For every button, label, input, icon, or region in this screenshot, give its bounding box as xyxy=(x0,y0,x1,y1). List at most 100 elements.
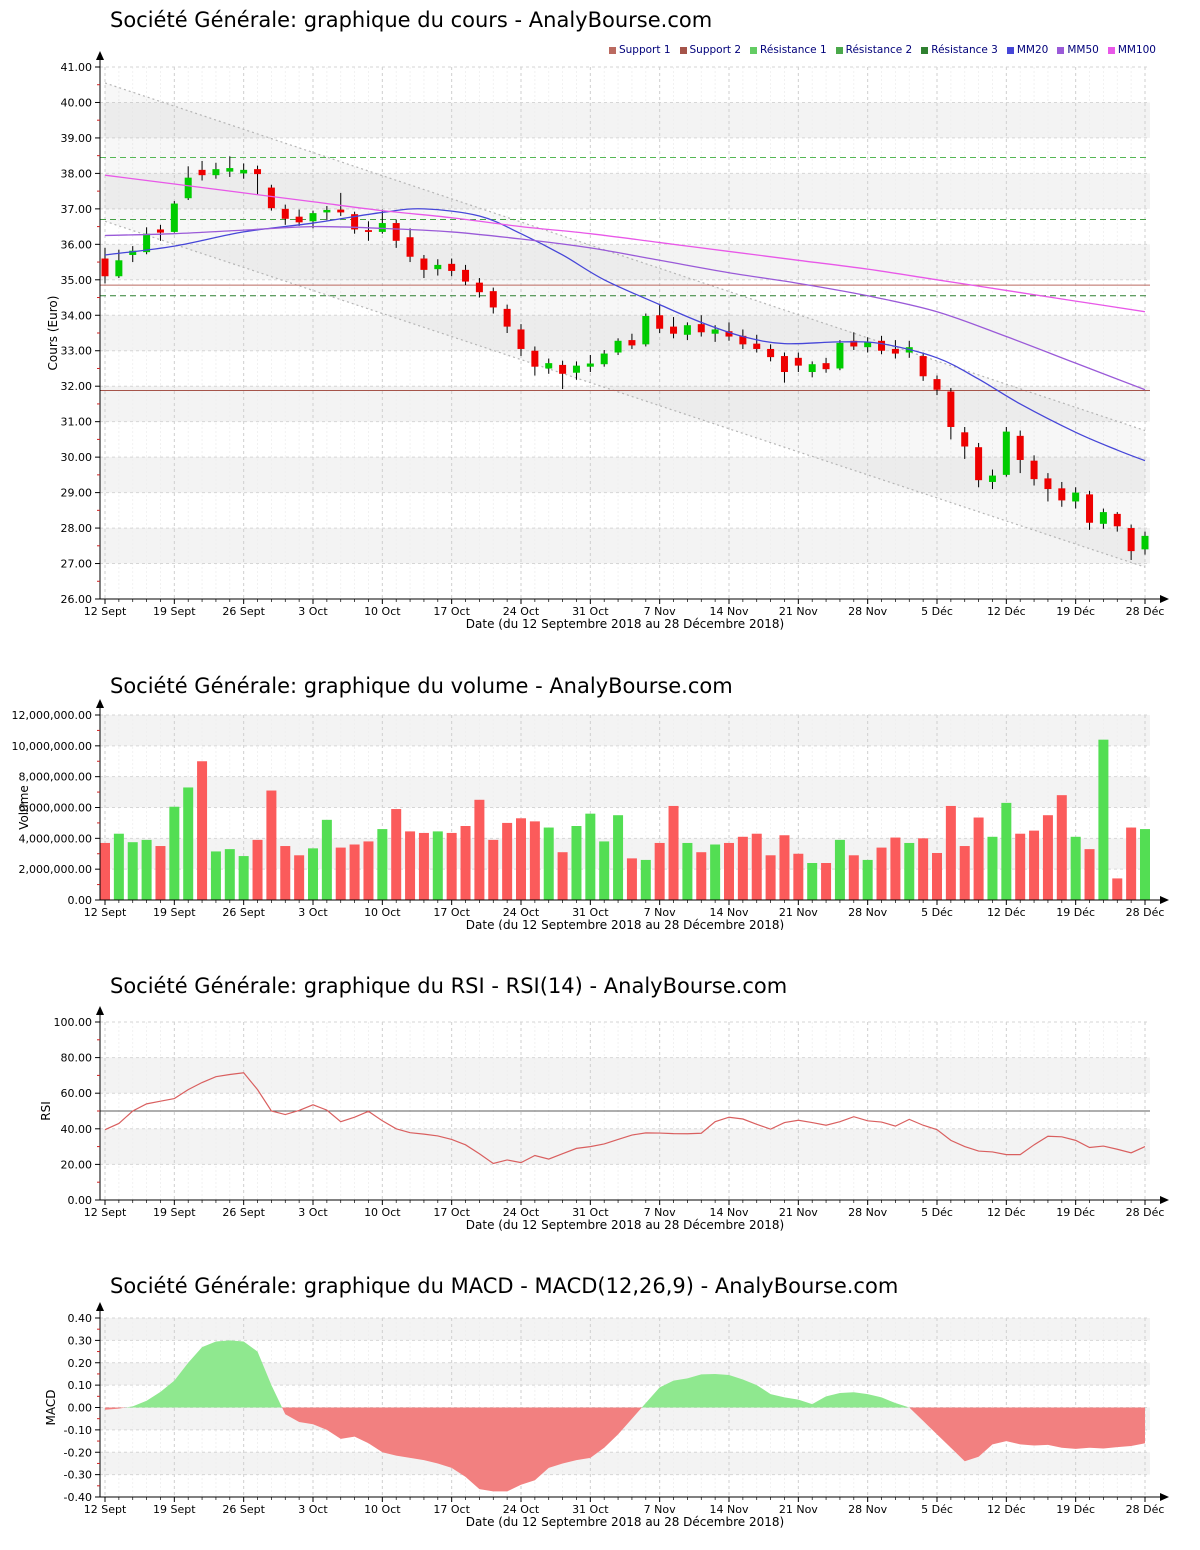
candle-body xyxy=(1030,460,1038,480)
y-tick-label: 0.20 xyxy=(68,1357,93,1370)
volume-chart-title: Société Générale: graphique du volume - … xyxy=(110,674,733,698)
x-tick-label: 12 Sept xyxy=(84,906,127,919)
candle-body xyxy=(1058,488,1066,501)
candle-body xyxy=(961,432,969,447)
x-tick-label: 14 Nov xyxy=(710,1503,749,1516)
y-tick-label: 8,000,000.00 xyxy=(19,771,92,784)
volume-bar xyxy=(654,842,665,900)
macd-chart: -0.40 -0.30 -0.20 -0.10 0.00 0.10 0.20 0.30 0.40… xyxy=(44,1302,1169,1529)
volume-bar xyxy=(183,787,194,900)
y-tick-label: 38.00 xyxy=(61,167,93,180)
candle-body xyxy=(545,363,553,369)
volume-bar xyxy=(959,846,970,900)
y-tick-label: 0.40 xyxy=(68,1312,93,1325)
volume-bar xyxy=(266,790,277,900)
candle-body xyxy=(1044,478,1052,490)
volume-bar xyxy=(529,821,540,900)
x-tick-label: 3 Oct xyxy=(298,1503,328,1516)
volume-bar xyxy=(571,826,582,900)
x-tick-label: 24 Oct xyxy=(503,1503,540,1516)
volume-bar xyxy=(890,837,901,900)
x-tick-label: 28 Nov xyxy=(848,906,887,919)
candle-body xyxy=(337,209,345,213)
candle-body xyxy=(947,391,955,427)
x-tick-label: 26 Sept xyxy=(222,1206,265,1219)
candle-body xyxy=(531,350,539,367)
x-tick-label: 12 Déc xyxy=(987,906,1026,919)
volume-bar xyxy=(640,859,651,900)
candle-body xyxy=(1086,494,1094,523)
volume-bar xyxy=(945,805,956,900)
macd-area-positive xyxy=(125,1340,283,1408)
plot-stripe xyxy=(100,173,1150,209)
candle-body xyxy=(240,169,248,174)
x-axis-arrow xyxy=(1160,896,1169,904)
volume-bar xyxy=(349,844,360,900)
x-tick-label: 14 Nov xyxy=(710,1206,749,1219)
y-tick-label: 39.00 xyxy=(61,132,93,145)
candle-body xyxy=(267,187,275,209)
volume-bar xyxy=(876,847,887,900)
x-tick-label: 19 Sept xyxy=(153,906,196,919)
legend-item-résistance-2: Résistance 2 xyxy=(835,44,912,56)
candle-body xyxy=(670,326,678,334)
legend-label: MM50 xyxy=(1067,44,1099,56)
x-tick-label: 17 Oct xyxy=(433,906,470,919)
x-tick-label: 28 Déc xyxy=(1126,1206,1165,1219)
legend-item-support-1: Support 1 xyxy=(608,44,671,56)
candle-body xyxy=(711,329,719,334)
volume-bar xyxy=(682,842,693,900)
x-tick-label: 12 Déc xyxy=(987,605,1026,618)
y-tick-label: -0.20 xyxy=(64,1446,92,1459)
plot-stripe xyxy=(100,102,1150,138)
volume-bar xyxy=(696,852,707,900)
volume-bar xyxy=(502,822,513,900)
candle-body xyxy=(448,263,456,271)
volume-bar xyxy=(197,761,208,900)
candle-body xyxy=(739,335,747,345)
y-tick-label: 80.00 xyxy=(61,1052,93,1065)
volume-bar xyxy=(904,842,915,900)
plot-stripe xyxy=(100,1318,1150,1341)
y-tick-label: 31.00 xyxy=(61,416,93,429)
plot-stripe xyxy=(100,244,1150,280)
candle-body xyxy=(850,340,858,347)
macd-area-positive xyxy=(641,1373,910,1408)
candle-body xyxy=(254,169,262,175)
candle-body xyxy=(780,356,788,373)
candle-body xyxy=(129,250,137,255)
volume-bar xyxy=(1029,830,1040,900)
cours-chart-legend: Support 1 Support 2 Résistance 1 Résistance… xyxy=(608,44,1156,56)
candle-body xyxy=(891,348,899,354)
legend-label: Résistance 1 xyxy=(760,44,827,56)
y-tick-label: 2,000,000.00 xyxy=(19,863,92,876)
candle-body xyxy=(683,325,691,335)
volume-bar xyxy=(1140,829,1150,900)
legend-item-résistance-3: Résistance 3 xyxy=(921,44,998,56)
volume-bar xyxy=(1070,836,1081,900)
volume-bar xyxy=(224,849,235,900)
candle-body xyxy=(517,329,525,349)
plot-stripe xyxy=(100,715,1150,746)
volume-chart: 0.00 2,000,000.00 4,000,000.00 6,000,000.00… xyxy=(12,699,1169,930)
candle-body xyxy=(392,223,400,241)
y-tick-label: 0.00 xyxy=(68,1194,93,1207)
volume-bar xyxy=(488,839,499,900)
candle-body xyxy=(434,264,442,270)
legend-swatch xyxy=(921,46,929,54)
x-tick-label: 19 Sept xyxy=(153,605,196,618)
plot-stripe xyxy=(100,386,1150,422)
candle-body xyxy=(1099,512,1107,524)
candle-body xyxy=(767,348,775,358)
candle-body xyxy=(378,223,386,232)
y-tick-label: 20.00 xyxy=(61,1158,93,1171)
volume-bar xyxy=(613,815,624,900)
candle-body xyxy=(572,365,580,373)
volume-bar xyxy=(821,863,832,900)
y-tick-label: 35.00 xyxy=(61,274,93,287)
y-tick-label: 40.00 xyxy=(61,96,93,109)
plot-stripe xyxy=(100,315,1150,351)
candle-body xyxy=(919,356,927,377)
volume-bar xyxy=(751,833,762,900)
